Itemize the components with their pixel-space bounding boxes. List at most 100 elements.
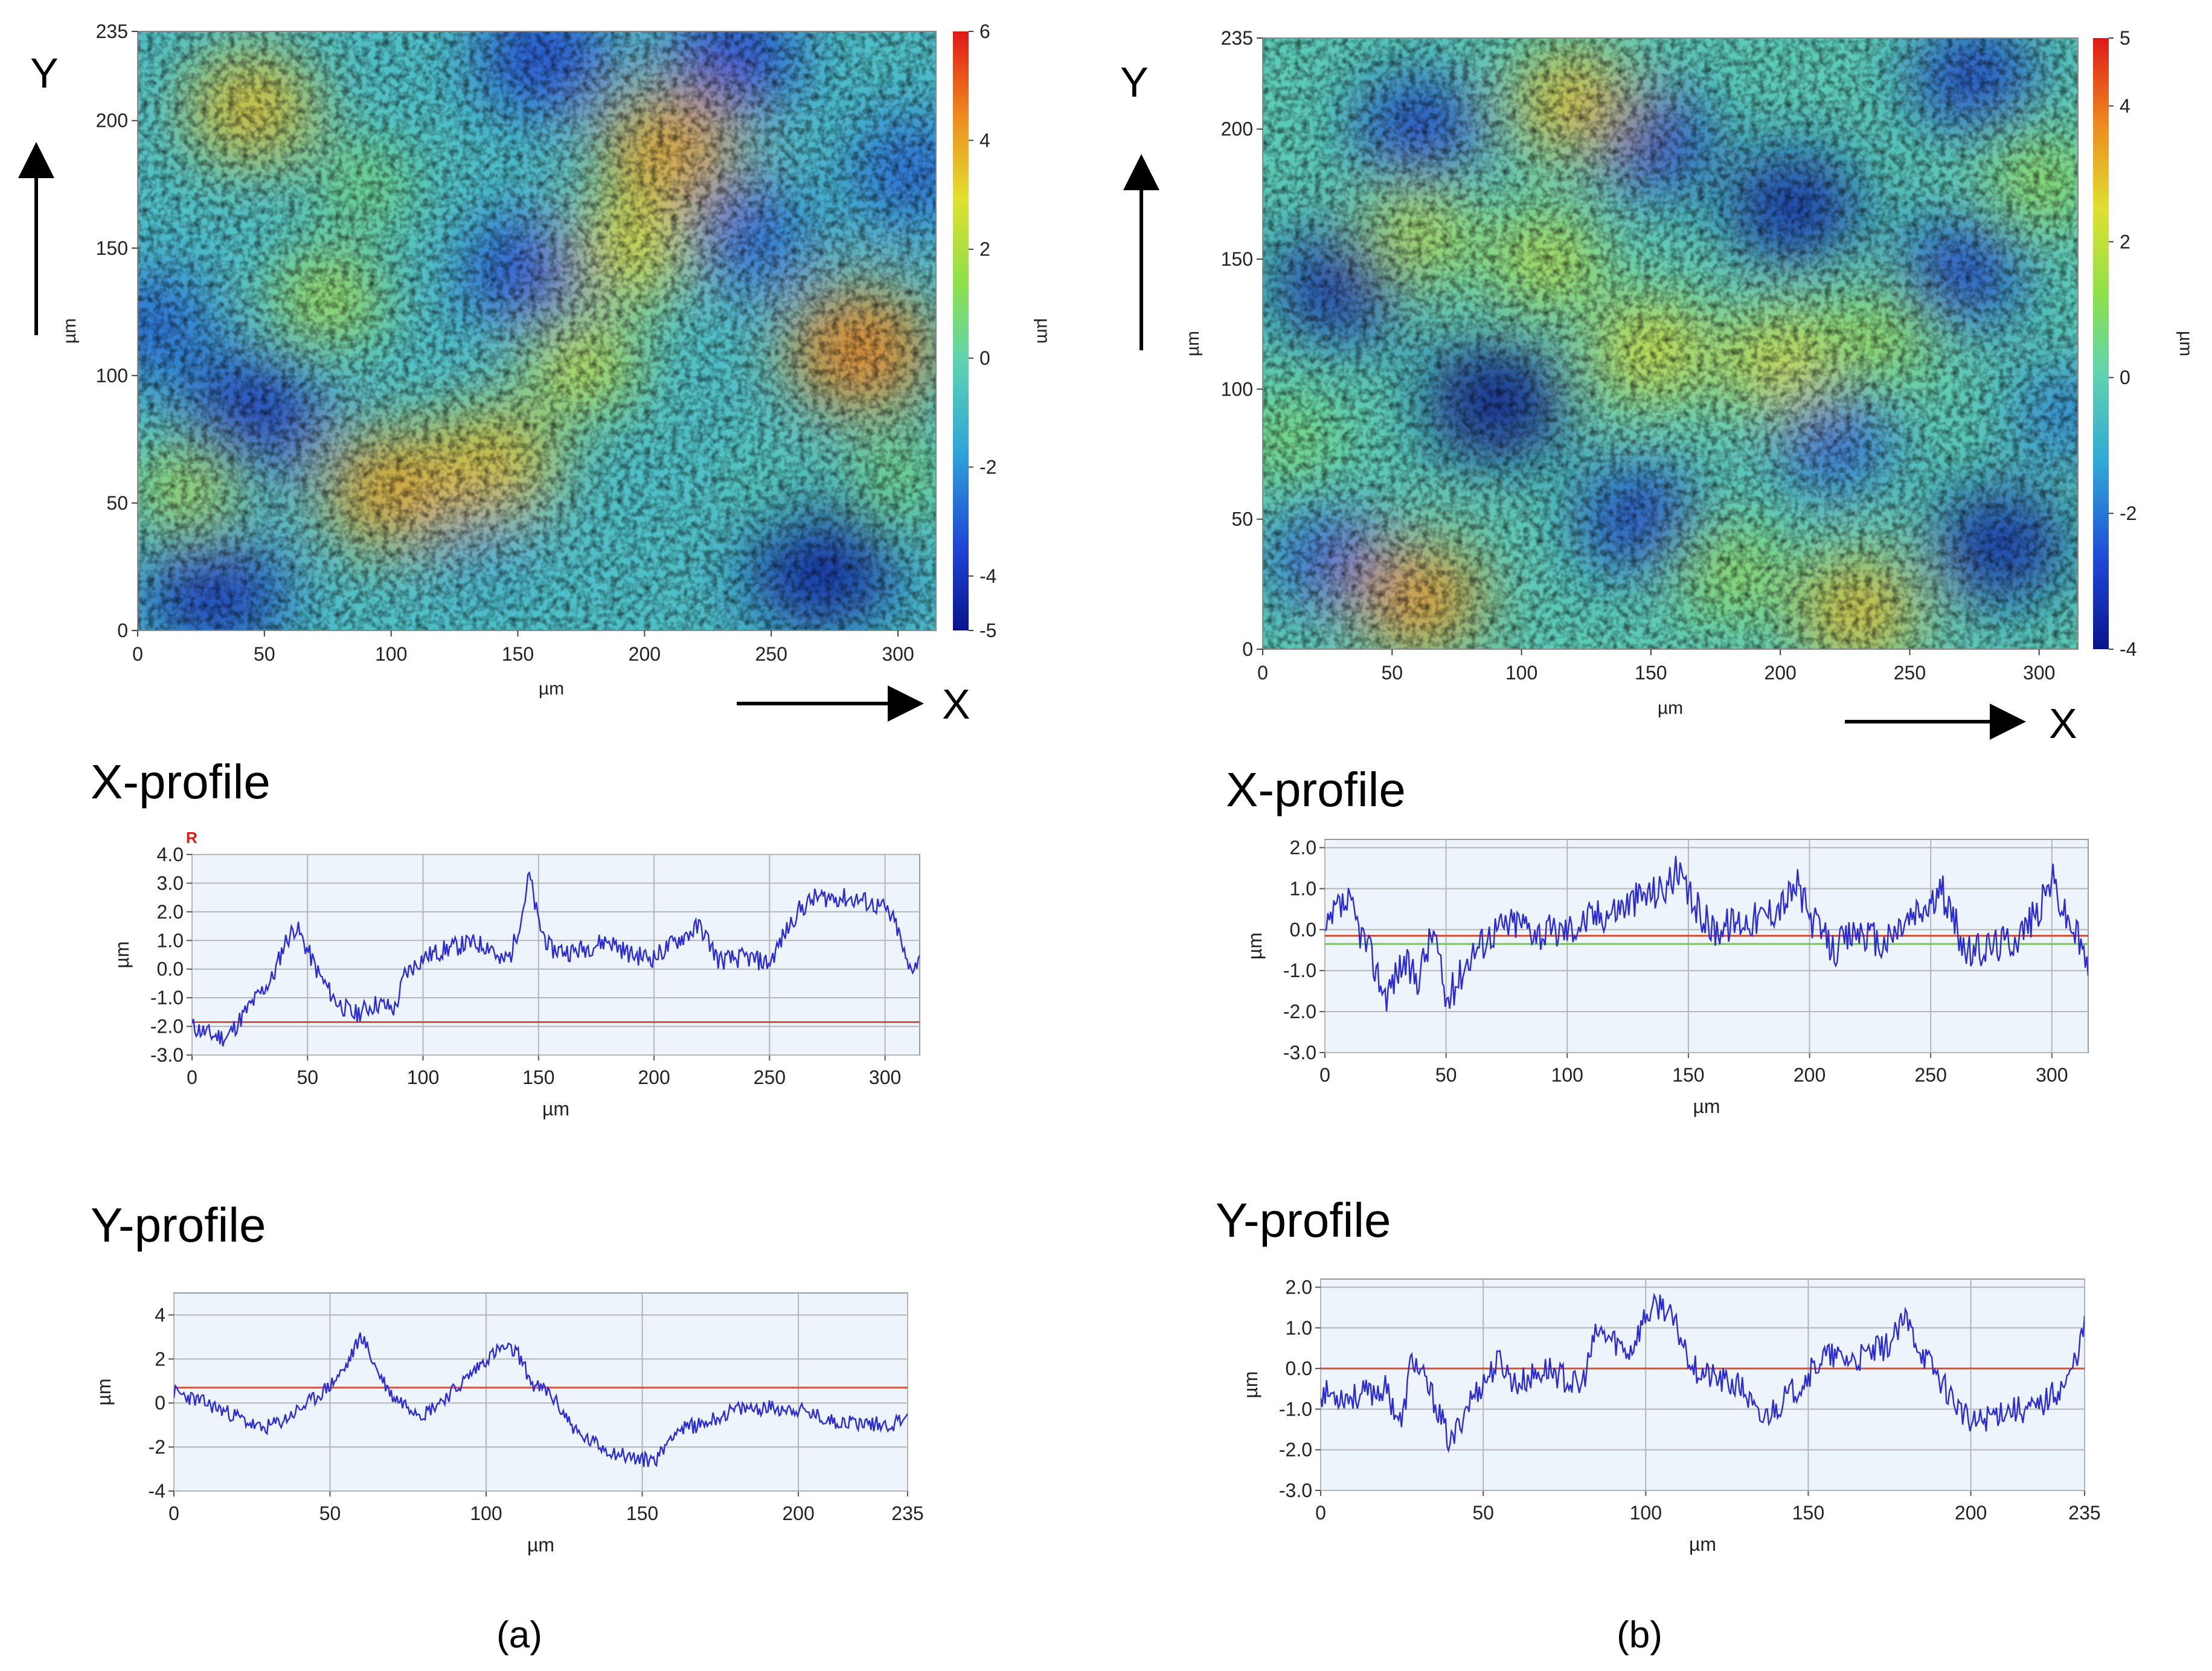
y-tick-label: 50 xyxy=(106,492,128,514)
panel-b-y-profile-plot: 0 50 100 150 200 235 -3.0 -2.0 -1.0 0.0 1.0 2.0 µm µm xyxy=(1240,1276,2101,1555)
y-tick-label: 100 xyxy=(1221,378,1253,400)
x-tick-label: 300 xyxy=(2036,1064,2068,1086)
y-tick-label: -2.0 xyxy=(1279,1439,1312,1461)
x-tick-label: 200 xyxy=(629,643,661,665)
y-tick-label: 0.0 xyxy=(1290,919,1316,940)
x-tick-label: 50 xyxy=(319,1503,341,1524)
y-tick-label: -2.0 xyxy=(150,1016,184,1038)
y-tick-label: 2 xyxy=(155,1348,165,1370)
y-tick-label: 1.0 xyxy=(1286,1317,1312,1339)
map-a-y-unit: µm xyxy=(60,318,80,344)
x-tick-label: 200 xyxy=(1955,1502,1987,1524)
panel-b-x-profile-title: X-profile xyxy=(1226,763,1406,816)
x-axis-label: µm xyxy=(1693,1095,1720,1117)
profile-line xyxy=(174,1332,908,1467)
colorbar-b xyxy=(2093,38,2109,649)
axis-letter-y-a: Y xyxy=(30,50,59,97)
y-tick-label: 0.0 xyxy=(1286,1358,1312,1379)
x-tick-label: 0 xyxy=(1315,1502,1326,1524)
y-axis-label: µm xyxy=(111,941,133,968)
colorbar-tick-label: -5 xyxy=(979,620,996,641)
colorbar-tick-label: 0 xyxy=(2120,367,2130,388)
axis-letter-x-a: X xyxy=(942,681,970,728)
x-tick-label: 150 xyxy=(1792,1502,1824,1524)
x-tick-label: 50 xyxy=(1381,662,1403,684)
colorbar-tick-label: -4 xyxy=(979,565,996,587)
colorbar-a xyxy=(953,31,969,630)
x-axis-label: µm xyxy=(1689,1533,1716,1555)
panel-a-y-profile-title: Y-profile xyxy=(91,1198,266,1252)
colorbar-tick-label: 5 xyxy=(2120,27,2130,49)
panel-a-x-profile-title: X-profile xyxy=(91,755,271,809)
x-tick-label: 200 xyxy=(638,1066,670,1088)
y-tick-label: 4.0 xyxy=(157,844,184,865)
y-tick-label: -4 xyxy=(149,1480,165,1502)
y-tick-label: 4 xyxy=(155,1304,165,1326)
panel-b-x-profile-plot: 0 50 100 150 200 250 300 -3.0 -2.0 -1.0 0.0 1.0 2.0 µ… xyxy=(1244,837,2089,1117)
y-tick-label: -3.0 xyxy=(1279,1480,1312,1501)
colorbar-tick-label: 6 xyxy=(979,21,990,42)
x-tick-label: 100 xyxy=(470,1503,502,1524)
x-tick-label: 250 xyxy=(754,1066,786,1088)
x-tick-label: 150 xyxy=(1672,1064,1704,1086)
map-b-texture xyxy=(1263,38,2078,649)
y-tick-label: -2.0 xyxy=(1283,1001,1316,1022)
x-tick-label: 0 xyxy=(187,1066,197,1088)
y-axis-label: µm xyxy=(1240,1371,1261,1398)
x-axis-label: µm xyxy=(542,1098,569,1120)
colorbar-tick-label: 0 xyxy=(979,347,990,369)
panel-label-b: (b) xyxy=(1617,1614,1662,1656)
x-tick-label: 100 xyxy=(1630,1502,1662,1524)
colorbar-tick-label: 2 xyxy=(979,239,990,260)
x-tick-label: 250 xyxy=(1914,1064,1946,1086)
y-tick-label: 2.0 xyxy=(1286,1276,1312,1298)
x-tick-label: 235 xyxy=(2068,1502,2100,1524)
y-tick-label: 0 xyxy=(1242,638,1253,660)
plot-area xyxy=(1320,1278,2085,1491)
x-profile-marker-r: R xyxy=(186,829,197,847)
y-tick-label: 0.0 xyxy=(157,958,184,980)
map-b-y-unit: µm xyxy=(1183,331,1203,356)
map-a-x-unit: µm xyxy=(539,679,564,699)
y-tick-label: -3.0 xyxy=(1283,1042,1316,1063)
plot-area xyxy=(173,1292,908,1492)
y-tick-label: 0 xyxy=(117,620,128,641)
profile-line xyxy=(1321,1292,2085,1454)
x-tick-label: 200 xyxy=(1794,1064,1826,1086)
x-tick-label: 200 xyxy=(1764,662,1796,684)
x-tick-label: 0 xyxy=(1319,1064,1330,1086)
colorbar-tick-label: 2 xyxy=(2120,231,2130,252)
x-tick-label: 50 xyxy=(254,643,275,665)
panel-a-x-profile-plot: 0 50 100 150 200 250 300 -3.0 -2.0 -1.0 0.0 1.0 2.0 3… xyxy=(111,844,920,1120)
colorbar-b-unit: µm xyxy=(2176,331,2196,356)
x-tick-label: 100 xyxy=(1551,1064,1583,1086)
y-tick-label: -1.0 xyxy=(1283,960,1316,981)
x-tick-label: 200 xyxy=(782,1503,814,1524)
x-tick-label: 0 xyxy=(168,1503,179,1524)
colorbar-tick-label: -2 xyxy=(2120,502,2137,524)
panel-b-y-profile-title: Y-profile xyxy=(1216,1193,1391,1247)
y-tick-label: 3.0 xyxy=(157,872,184,894)
y-tick-label: 100 xyxy=(96,365,128,386)
y-tick-label: -1.0 xyxy=(150,987,184,1009)
colorbar-a-unit: µm xyxy=(1033,318,1053,344)
y-tick-label: 1.0 xyxy=(157,929,184,951)
axis-letter-y-b: Y xyxy=(1120,59,1149,106)
y-tick-label: 150 xyxy=(1221,248,1253,270)
map-b-frame xyxy=(1262,37,2079,650)
x-tick-label: 100 xyxy=(407,1066,439,1088)
panel-a-y-profile-plot: 0 50 100 150 200 235 -4 -2 0 2 4 µm µm xyxy=(93,1292,924,1556)
y-tick-label: 1.0 xyxy=(1290,877,1316,899)
panel-label-a: (a) xyxy=(496,1614,542,1656)
colorbar-tick-label: -4 xyxy=(2120,638,2137,660)
map-b-x-unit: µm xyxy=(1658,698,1683,718)
x-tick-label: 0 xyxy=(1257,662,1268,684)
x-tick-label: 50 xyxy=(1472,1502,1494,1524)
profile-line xyxy=(1325,856,2088,1012)
y-tick-label: 235 xyxy=(1221,27,1253,49)
x-tick-label: 150 xyxy=(502,643,534,665)
y-tick-label: 200 xyxy=(1221,118,1253,140)
map-a-texture xyxy=(138,31,936,630)
x-tick-label: 100 xyxy=(375,643,407,665)
